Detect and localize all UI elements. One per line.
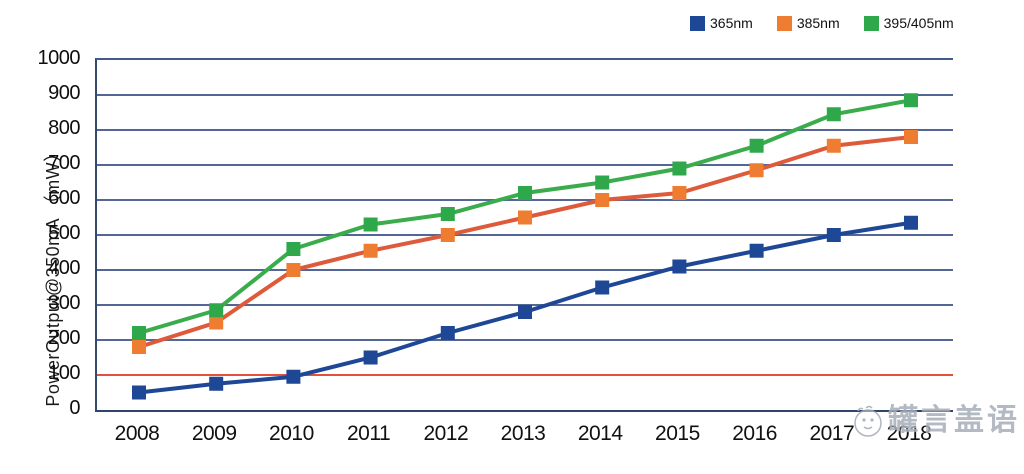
data-point-marker (132, 340, 146, 354)
x-tick-label: 2017 (809, 422, 855, 445)
data-point-marker (672, 259, 687, 274)
y-tick-label: 200 (48, 327, 80, 349)
data-point-marker (749, 163, 764, 178)
data-point-marker (904, 130, 918, 144)
x-tick-label: 2011 (347, 422, 391, 445)
data-point-marker (904, 215, 918, 230)
y-tick-label: 900 (48, 82, 80, 104)
gridline (97, 164, 953, 166)
x-tick-label: 2016 (732, 422, 777, 445)
y-tick-label: 700 (48, 152, 80, 174)
legend-color-chip (776, 15, 792, 31)
legend-label: 365nm (710, 15, 753, 31)
x-tick-label: 2009 (191, 422, 237, 445)
data-point-marker (286, 263, 301, 277)
y-tick-label: 500 (48, 222, 80, 244)
data-point-marker (132, 326, 146, 340)
y-tick-label: 300 (48, 292, 80, 314)
x-tick-label: 2013 (500, 422, 546, 445)
gridline (97, 129, 953, 131)
x-axis: 2008 2009 2010 2011 2012 2013 2014 2015 2016 2017… (95, 422, 953, 452)
data-point-marker (440, 207, 455, 221)
x-tick-label: 2018 (886, 422, 932, 445)
watermark-text: 罐言盖语 (888, 404, 1020, 437)
x-tick-label: 2014 (577, 422, 623, 445)
y-tick-label: 400 (48, 257, 80, 279)
data-point-marker (440, 228, 455, 242)
data-point-marker (518, 186, 532, 200)
data-point-marker (826, 138, 841, 153)
data-point-marker (672, 161, 687, 176)
legend-label: 395/405nm (883, 15, 954, 31)
plot-area (95, 58, 953, 412)
data-point-marker (363, 217, 378, 232)
y-tick-label: 600 (48, 187, 80, 209)
data-point-marker (749, 243, 764, 258)
gridline (97, 339, 953, 341)
data-point-marker (286, 369, 301, 384)
legend-item: 365nm (690, 15, 753, 31)
gridline (97, 234, 953, 236)
x-tick-label: 2015 (655, 422, 700, 445)
x-tick-label: 2010 (269, 422, 314, 445)
series-plot (132, 93, 918, 400)
data-point-marker (595, 175, 610, 190)
data-point-marker (826, 228, 841, 242)
data-point-marker (286, 242, 301, 256)
legend-label: 385nm (796, 15, 840, 31)
x-tick-label: 2008 (114, 422, 160, 445)
x-tick-label: 2012 (423, 422, 469, 445)
y-tick-label: 0 (69, 397, 80, 419)
data-point-marker (209, 303, 224, 318)
data-point-marker (595, 280, 610, 295)
data-point-marker (749, 138, 764, 153)
legend: 365nm 385nm 395/405nm (690, 15, 954, 31)
gridline (97, 269, 953, 271)
data-point-marker (363, 350, 378, 365)
reference-line (97, 374, 953, 376)
data-point-marker (209, 376, 224, 391)
data-point-marker (595, 193, 610, 207)
data-point-marker (904, 93, 918, 108)
watermark: 罐言盖语 (852, 403, 1020, 439)
data-point-marker (209, 315, 224, 330)
y-tick-label: 800 (48, 117, 80, 139)
data-point-marker (440, 326, 455, 340)
gridline (97, 94, 953, 96)
data-point-marker (672, 186, 687, 200)
data-point-marker (518, 210, 532, 225)
legend-color-chip (863, 15, 879, 31)
y-tick-label: 1000 (37, 47, 81, 69)
legend-color-chip (690, 15, 705, 31)
y-tick-label: 100 (48, 362, 80, 384)
data-point-marker (518, 305, 532, 319)
y-axis: 0 100 200 300 400 500 600 700 800 900 1000 (0, 47, 86, 419)
legend-item: 385nm (776, 15, 840, 31)
data-point-marker (826, 107, 841, 122)
legend-item: 395/405nm (863, 15, 954, 31)
data-point-marker (132, 385, 146, 400)
data-point-marker (363, 243, 378, 258)
face-doodle-icon (854, 405, 882, 437)
